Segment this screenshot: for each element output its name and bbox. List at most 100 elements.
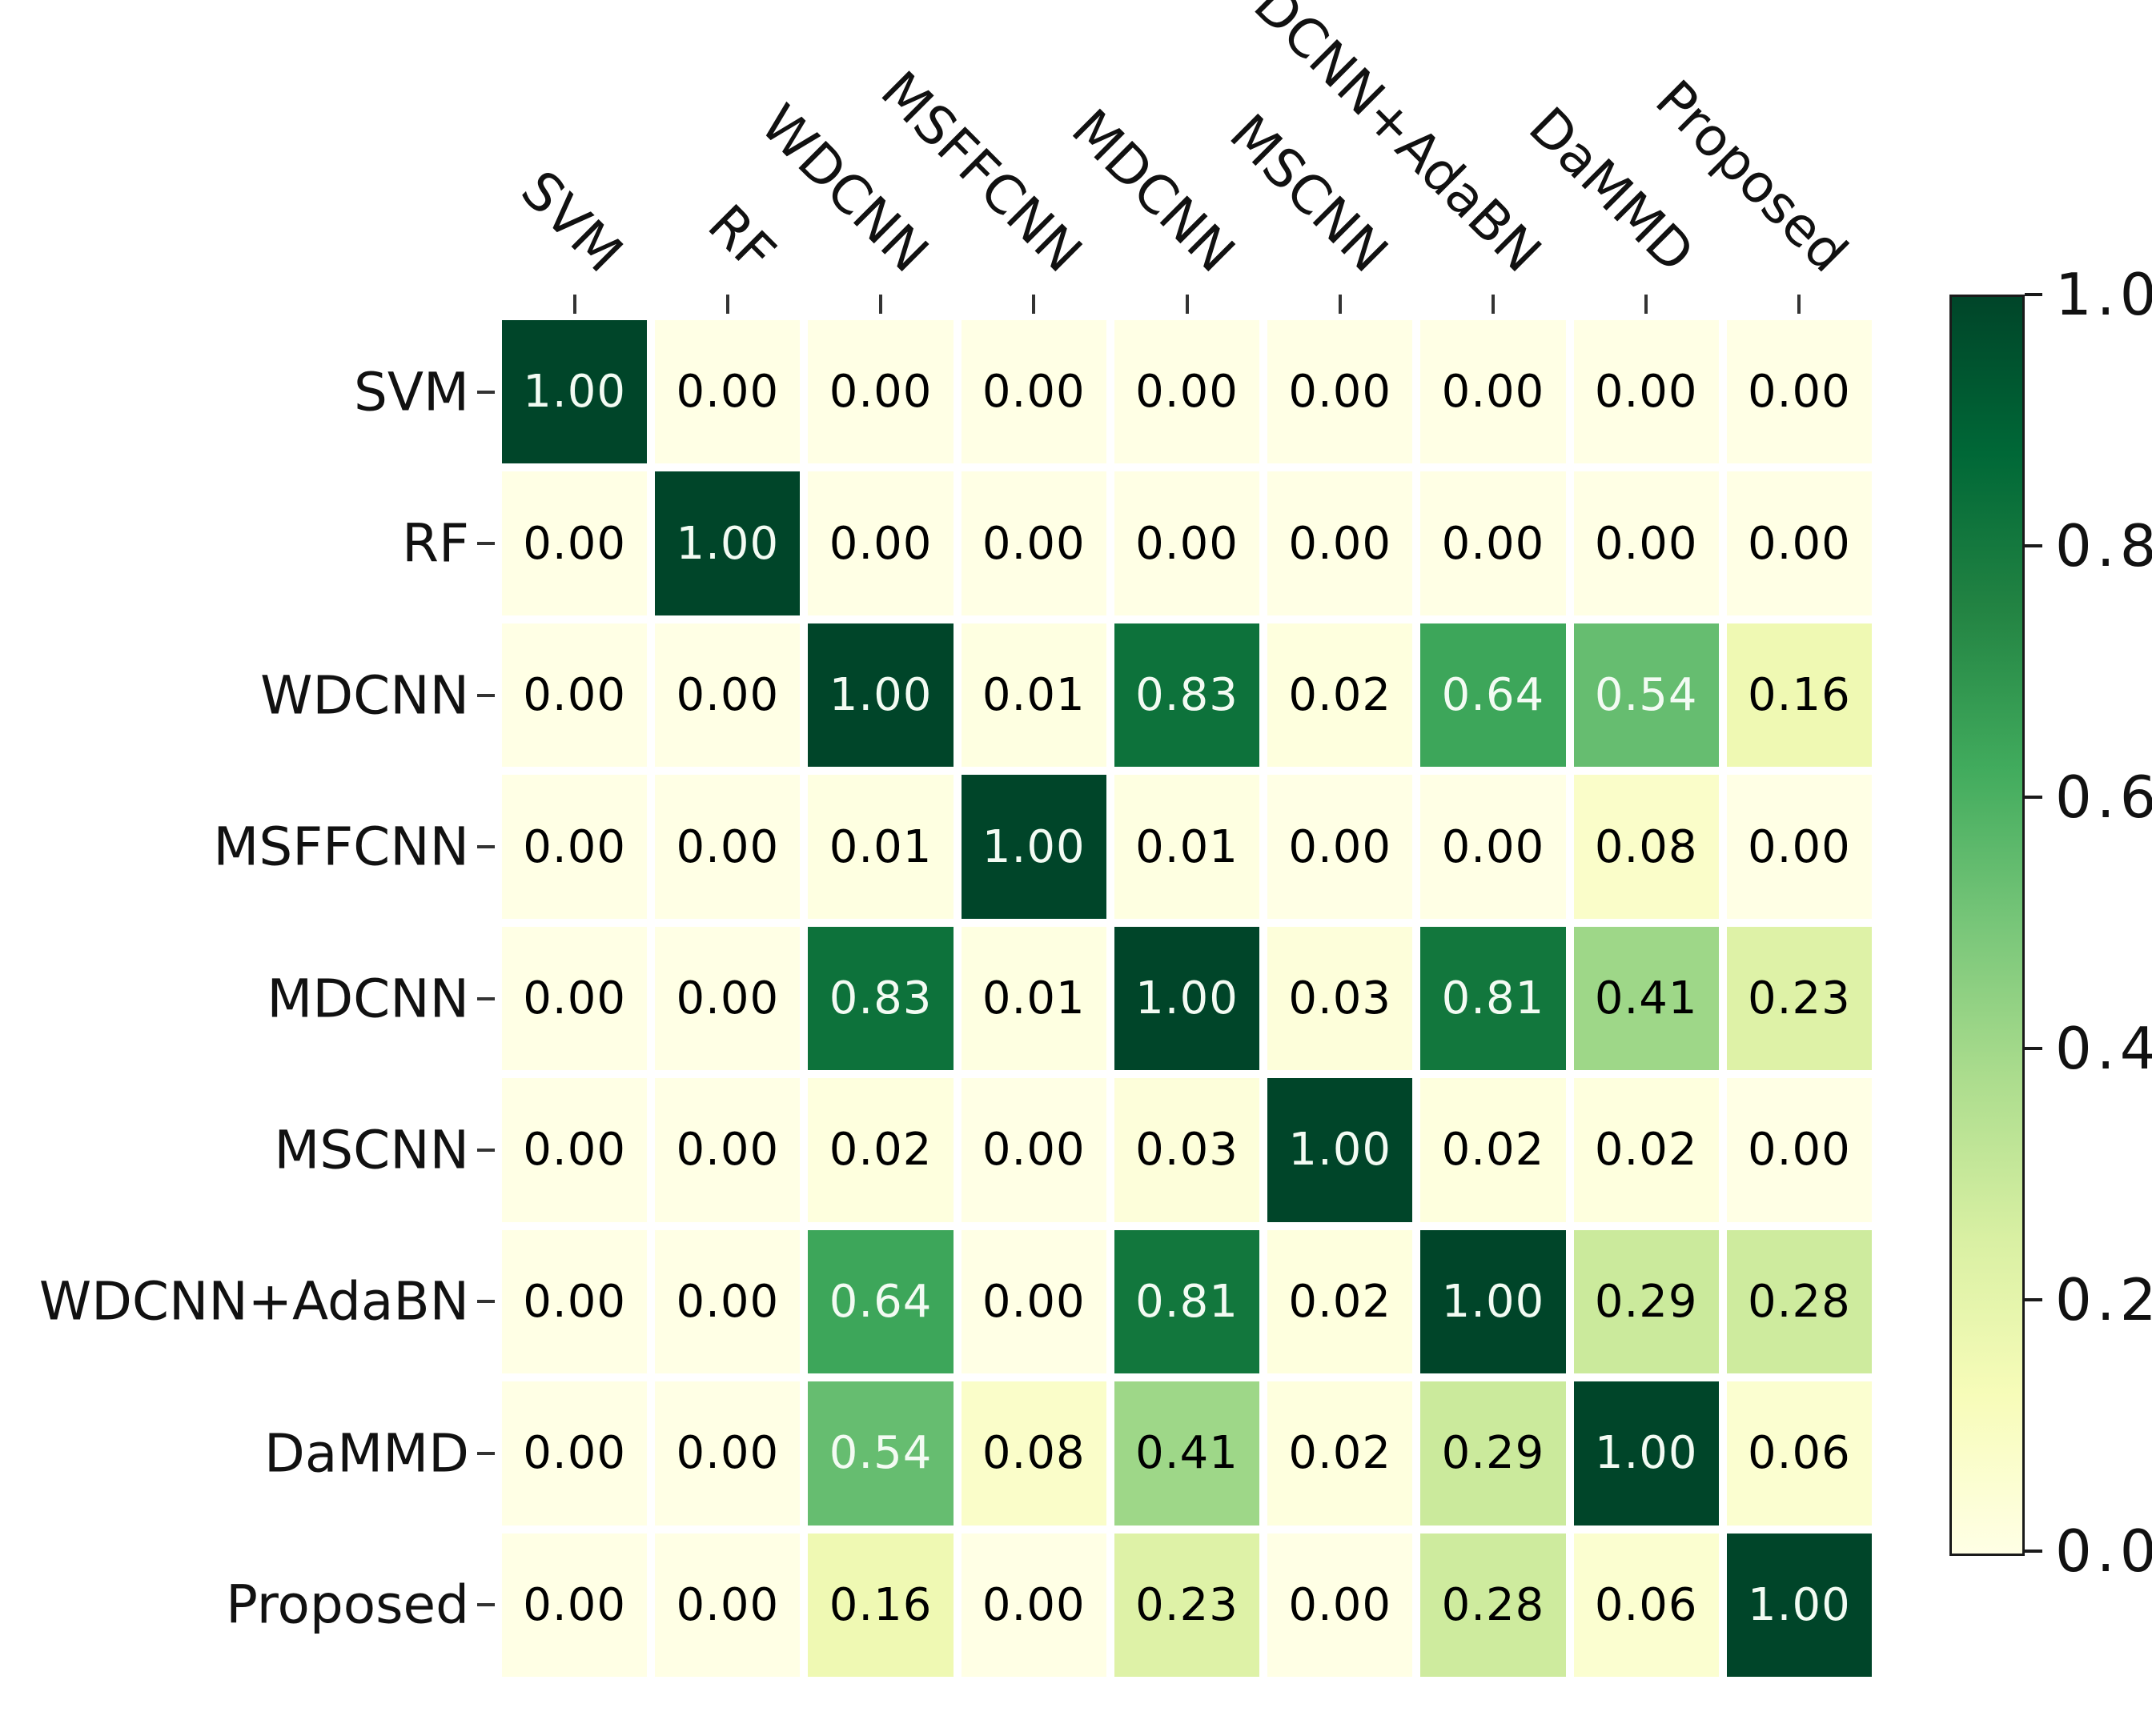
colorbar-tick <box>2025 1298 2042 1301</box>
cell-value: 0.00 <box>1748 366 1851 419</box>
cell-value: 0.00 <box>676 1124 780 1177</box>
heatmap-cell: 0.00 <box>1267 1533 1413 1677</box>
heatmap-cell: 0.00 <box>1420 471 1566 615</box>
cell-value: 0.00 <box>523 1427 626 1480</box>
heatmap-cell: 0.54 <box>1573 623 1719 768</box>
cell-value: 0.00 <box>1441 517 1545 570</box>
heatmap-cell: 1.00 <box>1267 1078 1413 1222</box>
cell-value: 0.02 <box>1288 1427 1392 1480</box>
cell-value: 0.00 <box>523 1275 626 1328</box>
cell-value: 0.54 <box>1594 669 1698 722</box>
x-axis-tick <box>1185 295 1189 314</box>
column-label: MDCNN <box>1059 97 1247 284</box>
cell-value: 0.16 <box>829 1578 933 1631</box>
cell-value: 0.02 <box>829 1124 933 1177</box>
heatmap-cell: 0.02 <box>1267 1381 1413 1526</box>
heatmap-cell: 0.01 <box>1114 775 1260 919</box>
heatmap-cell: 0.29 <box>1420 1381 1566 1526</box>
heatmap-cell: 0.28 <box>1420 1533 1566 1677</box>
cell-value: 0.01 <box>829 820 933 873</box>
heatmap-cell: 0.64 <box>808 1229 954 1374</box>
heatmap-cell: 0.00 <box>655 1078 801 1222</box>
y-axis-tick <box>477 390 495 394</box>
heatmap-cell: 0.81 <box>1114 1229 1260 1374</box>
heatmap-cell: 0.00 <box>1420 320 1566 464</box>
row-label: Proposed <box>226 1574 469 1636</box>
cell-value: 0.01 <box>982 669 1086 722</box>
colorbar <box>1949 295 2025 1556</box>
heatmap-cell: 0.41 <box>1573 926 1719 1071</box>
heatmap-cell: 0.02 <box>1420 1078 1566 1222</box>
cell-value: 0.00 <box>982 517 1086 570</box>
heatmap-cell: 0.54 <box>808 1381 954 1526</box>
heatmap-cell: 0.00 <box>961 320 1106 464</box>
cell-value: 0.00 <box>523 972 626 1024</box>
colorbar-tick <box>2025 293 2042 296</box>
y-axis-tick <box>477 693 495 697</box>
cell-value: 0.00 <box>676 366 780 419</box>
heatmap-cell: 0.00 <box>1267 320 1413 464</box>
cell-value: 0.00 <box>523 1578 626 1631</box>
heatmap-cell: 0.02 <box>1267 623 1413 768</box>
cell-value: 0.64 <box>1441 669 1545 722</box>
heatmap-cell: 1.00 <box>502 320 648 464</box>
cell-value: 0.00 <box>1441 820 1545 873</box>
colorbar-tick-label: 0.4 <box>2055 1015 2152 1082</box>
cell-value: 0.00 <box>523 1124 626 1177</box>
cell-value: 0.00 <box>523 669 626 722</box>
heatmap-cell: 0.28 <box>1726 1229 1872 1374</box>
row-label: RF <box>402 512 469 575</box>
cell-value: 0.01 <box>982 972 1086 1024</box>
cell-value: 0.08 <box>982 1427 1086 1480</box>
heatmap-cell: 0.00 <box>1573 320 1719 464</box>
cell-value: 0.28 <box>1441 1578 1545 1631</box>
cell-value: 1.00 <box>1441 1275 1545 1328</box>
cell-value: 0.00 <box>1135 517 1239 570</box>
heatmap-cell: 0.00 <box>655 320 801 464</box>
cell-value: 0.81 <box>1135 1275 1239 1328</box>
cell-value: 0.00 <box>1441 366 1545 419</box>
cell-value: 0.00 <box>676 669 780 722</box>
cell-value: 0.02 <box>1288 669 1392 722</box>
cell-value: 0.03 <box>1135 1124 1239 1177</box>
cell-value: 0.02 <box>1594 1124 1698 1177</box>
heatmap-cell: 0.16 <box>808 1533 954 1677</box>
cell-value: 1.00 <box>829 669 933 722</box>
cell-value: 0.64 <box>829 1275 933 1328</box>
row-label: MSFFCNN <box>213 816 469 878</box>
heatmap-cell: 0.23 <box>1114 1533 1260 1677</box>
x-axis-tick <box>1491 295 1495 314</box>
cell-value: 0.41 <box>1135 1427 1239 1480</box>
cell-value: 0.00 <box>1594 517 1698 570</box>
cell-value: 0.28 <box>1748 1275 1851 1328</box>
colorbar-tick-label: 0.2 <box>2055 1266 2152 1333</box>
cell-value: 1.00 <box>676 517 780 570</box>
heatmap-cell: 0.00 <box>655 1229 801 1374</box>
heatmap-cell: 0.03 <box>1267 926 1413 1071</box>
cell-value: 0.03 <box>1288 972 1392 1024</box>
colorbar-tick-label: 0.8 <box>2055 512 2152 579</box>
heatmap-cell: 0.02 <box>808 1078 954 1222</box>
heatmap-cell: 1.00 <box>961 775 1106 919</box>
heatmap-cell: 0.64 <box>1420 623 1566 768</box>
cell-value: 0.83 <box>829 972 933 1024</box>
heatmap-cell: 0.00 <box>1114 471 1260 615</box>
heatmap-cell: 0.00 <box>655 775 801 919</box>
heatmap-cell: 1.00 <box>1726 1533 1872 1677</box>
heatmap-cell: 0.16 <box>1726 623 1872 768</box>
cell-value: 0.00 <box>982 1578 1086 1631</box>
cell-value: 0.02 <box>1441 1124 1545 1177</box>
heatmap-cell: 0.03 <box>1114 1078 1260 1222</box>
x-axis-tick <box>1644 295 1648 314</box>
cell-value: 0.00 <box>1288 366 1392 419</box>
heatmap-cell: 0.06 <box>1573 1533 1719 1677</box>
heatmap-cell: 0.00 <box>961 1078 1106 1222</box>
cell-value: 1.00 <box>523 366 626 419</box>
heatmap-cell: 0.00 <box>502 1381 648 1526</box>
cell-value: 0.00 <box>829 366 933 419</box>
x-axis-tick <box>1797 295 1801 314</box>
cell-value: 0.00 <box>676 1275 780 1328</box>
y-axis-tick <box>477 845 495 849</box>
cell-value: 0.00 <box>523 517 626 570</box>
heatmap-cell: 0.00 <box>502 1078 648 1222</box>
